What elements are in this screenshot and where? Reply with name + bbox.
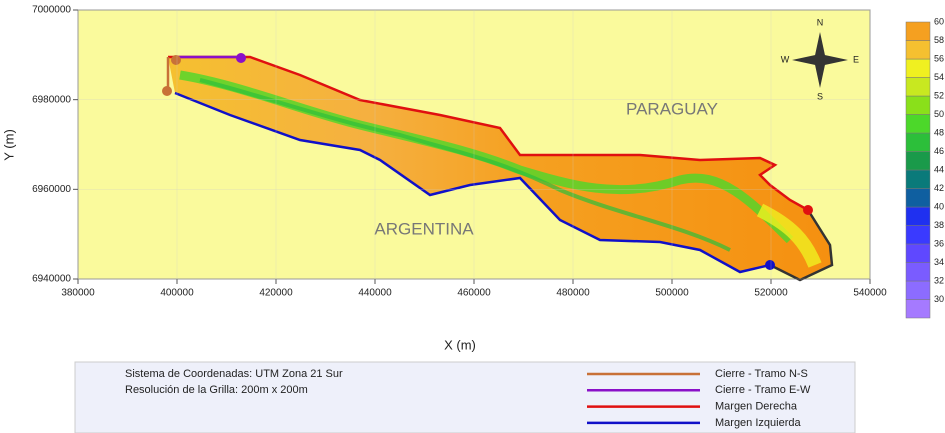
x-tick-label: 420000 — [259, 288, 293, 299]
colorbar-tick-label: 46 — [934, 146, 944, 156]
region-label: ARGENTINA — [374, 219, 474, 238]
x-tick-label: 500000 — [655, 288, 689, 299]
colorbar-cell — [905, 243, 931, 263]
x-tick-label: 480000 — [556, 288, 590, 299]
colorbar-cell — [905, 151, 931, 171]
y-tick-label: 6980000 — [32, 94, 71, 105]
colorbar-cell — [905, 21, 931, 41]
river — [162, 53, 834, 282]
colorbar-cell — [905, 280, 931, 300]
colorbar-cell — [905, 95, 931, 115]
colorbar-cell — [905, 206, 931, 226]
x-tick-label: 380000 — [61, 288, 95, 299]
compass: N S W E — [781, 17, 859, 101]
note: Resolución de la Grilla: 200m x 200m — [125, 384, 308, 396]
legend-label: Cierre - Tramo E-W — [715, 384, 811, 396]
colorbar-cell — [905, 40, 931, 60]
legend-label: Margen Derecha — [715, 401, 798, 413]
colorbar-tick-label: 34 — [934, 257, 944, 267]
y-axis-label: Y (m) — [1, 129, 16, 161]
x-tick-label: 540000 — [853, 288, 887, 299]
colorbar-cell — [905, 169, 931, 189]
legend-box — [74, 361, 856, 433]
compass-label: S — [817, 91, 823, 101]
x-tick-label: 460000 — [457, 288, 491, 299]
colorbar-tick-label: 52 — [934, 90, 944, 100]
colorbar-cell — [905, 225, 931, 245]
colorbar-tick-label: 42 — [934, 183, 944, 193]
colorbar-cell — [905, 77, 931, 97]
legend-label: Cierre - Tramo N-S — [715, 368, 808, 380]
colorbar-tick-label: 30 — [934, 294, 944, 304]
colorbar-cell — [905, 262, 931, 282]
colorbar-cell — [905, 299, 931, 319]
y-tick-label: 6940000 — [32, 274, 71, 285]
colorbar-tick-label: 36 — [934, 238, 944, 248]
colorbar-tick-label: 56 — [934, 53, 944, 63]
colorbar-tick-label: 54 — [934, 72, 944, 82]
y-tick-label: 7000000 — [32, 5, 71, 16]
colorbar-cell — [905, 188, 931, 208]
colorbar-cell — [905, 58, 931, 78]
colorbar-tick-label: 32 — [934, 275, 944, 285]
compass-label: W — [781, 54, 790, 64]
compass-label: N — [817, 17, 824, 27]
note: Sistema de Coordenadas: UTM Zona 21 Sur — [125, 368, 343, 380]
colorbar-tick-label: 48 — [934, 127, 944, 137]
x-tick-label: 520000 — [754, 288, 788, 299]
x-tick-label: 440000 — [358, 288, 392, 299]
x-axis-label: X (m) — [444, 337, 476, 352]
colorbar-tick-label: 44 — [934, 164, 944, 174]
compass-label: E — [853, 54, 859, 64]
colorbar-tick-label: 40 — [934, 201, 944, 211]
colorbar-tick-label: 38 — [934, 220, 944, 230]
colorbar-tick-label: 58 — [934, 35, 944, 45]
colorbar-cell — [905, 132, 931, 152]
x-tick-label: 400000 — [160, 288, 194, 299]
colorbar-tick-label: 60 — [934, 16, 944, 26]
legend-label: Margen Izquierda — [715, 417, 801, 429]
colorbar-tick-label: 50 — [934, 109, 944, 119]
y-tick-label: 6960000 — [32, 184, 71, 195]
colorbar-cell — [905, 114, 931, 134]
